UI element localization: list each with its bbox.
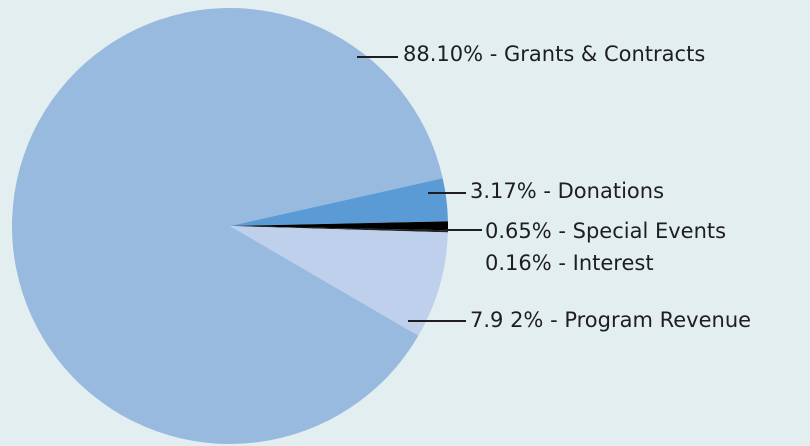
pie-slice	[11, 7, 443, 445]
slice-label: 7.9 2% - Program Revenue	[470, 308, 751, 332]
slice-label: 88.10% - Grants & Contracts	[403, 42, 705, 66]
pie-slice	[230, 178, 448, 226]
slice-label: 0.16% - Interest	[485, 251, 654, 275]
slice-label: 0.65% - Special Events	[485, 219, 726, 243]
slice-label: 3.17% - Donations	[470, 179, 664, 203]
pie-slice	[230, 226, 448, 336]
pie-slice	[230, 226, 448, 233]
pie-slice	[230, 221, 448, 231]
